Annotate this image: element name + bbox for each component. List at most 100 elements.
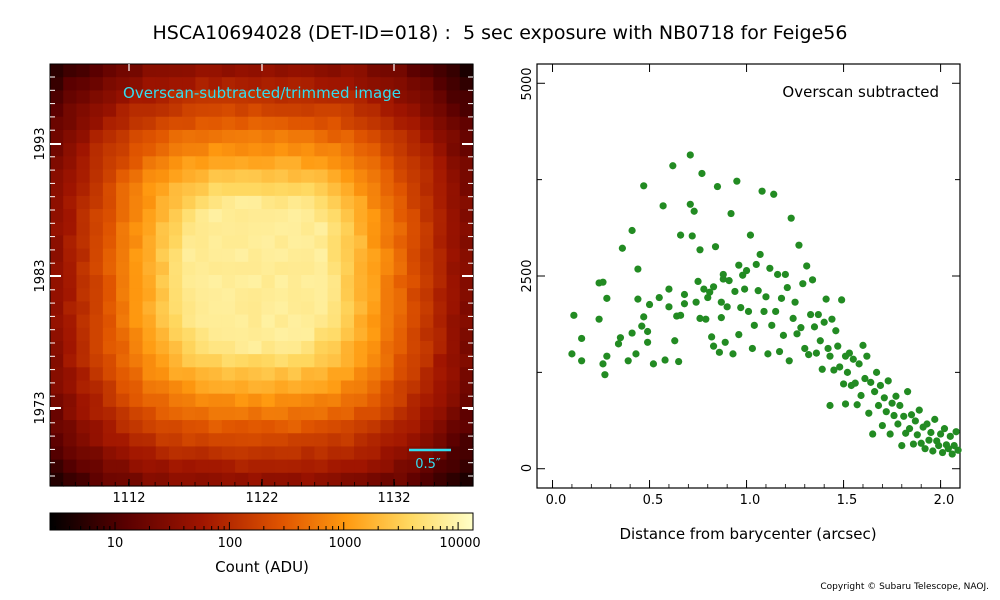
x-tick-label: 2.0 bbox=[934, 493, 955, 508]
image-pixel bbox=[76, 459, 91, 474]
image-pixel bbox=[208, 169, 223, 184]
scatter-point bbox=[917, 439, 925, 447]
scatter-point bbox=[865, 409, 873, 417]
image-pixel bbox=[195, 354, 210, 368]
image-pixel bbox=[168, 340, 183, 355]
image-pixel bbox=[155, 406, 170, 421]
scatter-point bbox=[816, 337, 824, 345]
image-pixel bbox=[116, 380, 130, 395]
image-pixel bbox=[248, 340, 263, 355]
image-pixel bbox=[380, 340, 395, 355]
image-pixel bbox=[116, 116, 130, 131]
image-pixel bbox=[327, 143, 342, 157]
image-pixel bbox=[182, 235, 197, 250]
image-pixel bbox=[102, 209, 117, 223]
scatter-point bbox=[680, 290, 689, 299]
image-pixel bbox=[168, 275, 183, 289]
image-pixel bbox=[340, 275, 355, 289]
image-pixel bbox=[287, 129, 302, 144]
image-pixel bbox=[406, 406, 421, 421]
scatter-point bbox=[768, 321, 776, 329]
image-pixel bbox=[208, 209, 223, 223]
image-pixel bbox=[380, 261, 395, 276]
image-pixel bbox=[155, 90, 170, 105]
scatter-point bbox=[898, 442, 906, 450]
image-pixel bbox=[340, 129, 355, 144]
image-pixel bbox=[433, 367, 448, 382]
scatter-point bbox=[905, 425, 914, 433]
image-pixel bbox=[76, 420, 91, 434]
image-pixel bbox=[221, 222, 236, 237]
image-pixel bbox=[327, 406, 342, 421]
image-pixel bbox=[182, 472, 197, 487]
image-pixel bbox=[354, 77, 368, 91]
image-pixel bbox=[235, 340, 249, 355]
scatter-point bbox=[904, 388, 912, 396]
scatter-point bbox=[624, 357, 632, 365]
image-pixel bbox=[168, 77, 183, 91]
image-pixel bbox=[116, 327, 130, 342]
image-pixel bbox=[459, 77, 474, 91]
image-pixel bbox=[168, 380, 183, 395]
image-pixel bbox=[182, 209, 197, 223]
image-pixel bbox=[63, 433, 78, 448]
image-pixel bbox=[235, 261, 249, 276]
image-pixel bbox=[142, 288, 157, 302]
image-pixel bbox=[89, 90, 104, 105]
scatter-point bbox=[851, 379, 859, 387]
image-pixel bbox=[367, 380, 382, 395]
image-pixel bbox=[50, 393, 64, 408]
image-pixel bbox=[420, 354, 434, 368]
image-pixel bbox=[221, 103, 236, 118]
image-pixel bbox=[459, 420, 474, 434]
image-pixel bbox=[420, 261, 434, 276]
image-pixel bbox=[208, 248, 223, 263]
scatter-point bbox=[890, 411, 898, 420]
image-pixel bbox=[76, 472, 91, 487]
image-pixel bbox=[261, 314, 276, 329]
image-pixel bbox=[76, 275, 91, 289]
image-pixel bbox=[406, 116, 421, 131]
image-pixel bbox=[287, 169, 302, 184]
image-pixel bbox=[287, 433, 302, 448]
image-pixel bbox=[142, 156, 157, 171]
image-pixel bbox=[129, 446, 144, 461]
image-pixel bbox=[340, 64, 355, 78]
image-pixel bbox=[50, 235, 64, 250]
scatter-point bbox=[954, 446, 962, 454]
image-pixel bbox=[208, 459, 223, 474]
colorbar-gradient bbox=[49, 512, 474, 531]
image-pixel bbox=[76, 77, 91, 91]
image-pixel bbox=[340, 380, 355, 395]
colorbar-label: Count (ADU) bbox=[215, 558, 309, 576]
image-pixel bbox=[274, 156, 289, 171]
image-pixel bbox=[129, 235, 144, 250]
scatter-point bbox=[948, 450, 956, 458]
image-pixel bbox=[195, 420, 210, 434]
image-pixel bbox=[116, 459, 130, 474]
image-pixel bbox=[235, 327, 249, 342]
image-pixel bbox=[50, 156, 64, 171]
image-pixel bbox=[459, 446, 474, 461]
image-pixel bbox=[208, 406, 223, 421]
image-pixel bbox=[116, 420, 130, 434]
image-pixel bbox=[235, 288, 249, 302]
image-pixel bbox=[301, 354, 315, 368]
image-pixel bbox=[195, 327, 210, 342]
image-pixel bbox=[195, 472, 210, 487]
scatter-point bbox=[894, 420, 902, 428]
image-pixel bbox=[50, 222, 64, 237]
image-pixel bbox=[433, 261, 448, 276]
image-pixel bbox=[50, 209, 64, 223]
plot-frame bbox=[536, 63, 961, 489]
image-pixel bbox=[274, 301, 289, 316]
image-pixel bbox=[367, 77, 382, 91]
scatter-point bbox=[830, 366, 838, 374]
image-pixel bbox=[102, 275, 117, 289]
scatter-point bbox=[884, 377, 892, 385]
image-pixel bbox=[182, 446, 197, 461]
image-pixel bbox=[50, 248, 64, 263]
image-pixel bbox=[367, 103, 382, 118]
image-pixel bbox=[287, 156, 302, 171]
image-pixel bbox=[221, 261, 236, 276]
